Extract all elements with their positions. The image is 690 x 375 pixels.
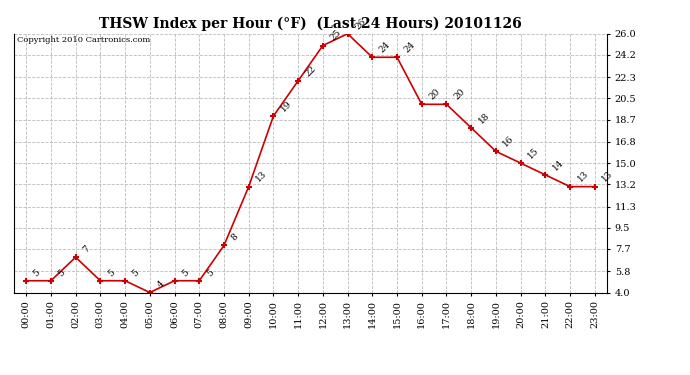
Text: 7: 7	[81, 244, 92, 255]
Text: 5: 5	[130, 267, 141, 278]
Text: 15: 15	[526, 146, 541, 160]
Text: 13: 13	[254, 170, 268, 184]
Title: THSW Index per Hour (°F)  (Last 24 Hours) 20101126: THSW Index per Hour (°F) (Last 24 Hours)…	[99, 17, 522, 31]
Text: 25: 25	[328, 28, 343, 43]
Text: 16: 16	[502, 134, 516, 148]
Text: 19: 19	[279, 99, 293, 113]
Text: 4: 4	[155, 279, 166, 290]
Text: 5: 5	[57, 267, 67, 278]
Text: 20: 20	[452, 87, 466, 102]
Text: 8: 8	[230, 232, 240, 243]
Text: 13: 13	[600, 170, 615, 184]
Text: 13: 13	[575, 170, 590, 184]
Text: 5: 5	[32, 267, 42, 278]
Text: 26: 26	[353, 16, 368, 31]
Text: Copyright 2010 Cartronics.com: Copyright 2010 Cartronics.com	[17, 36, 150, 44]
Text: 5: 5	[106, 267, 117, 278]
Text: 22: 22	[304, 64, 318, 78]
Text: 24: 24	[378, 40, 393, 54]
Text: 20: 20	[427, 87, 442, 102]
Text: 14: 14	[551, 158, 565, 172]
Text: 24: 24	[402, 40, 417, 54]
Text: 5: 5	[180, 267, 190, 278]
Text: 5: 5	[205, 267, 215, 278]
Text: 18: 18	[477, 111, 491, 125]
